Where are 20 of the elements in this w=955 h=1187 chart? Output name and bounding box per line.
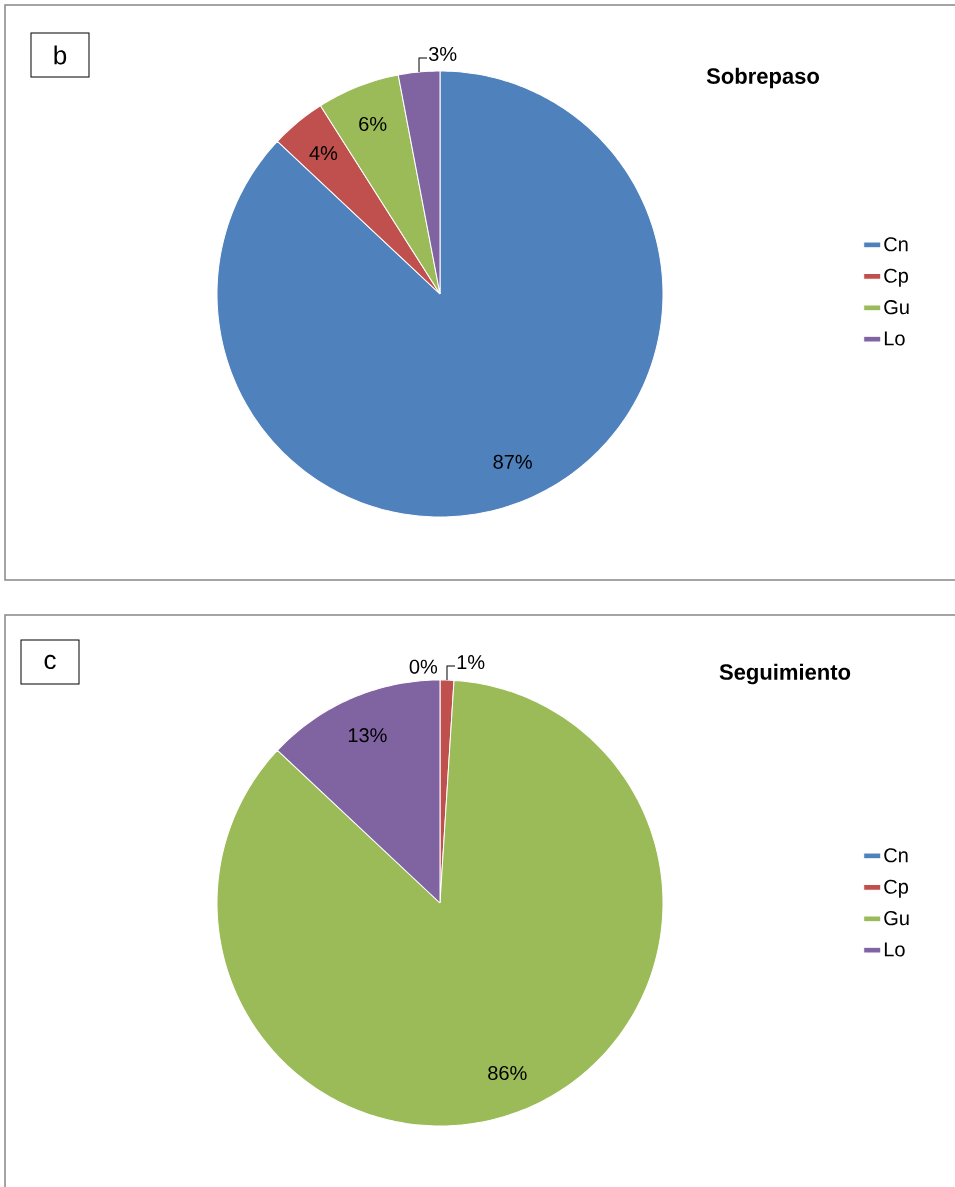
legend-label: Lo [884, 942, 905, 957]
legend-label: Cp [884, 879, 908, 898]
chart-title: Seguimiento [719, 663, 851, 685]
data-label: 4% [309, 146, 338, 161]
data-label: 1% [457, 655, 485, 670]
legend-label: Gu [884, 911, 909, 926]
data-label: 13% [348, 728, 387, 743]
data-label: 86% [488, 1065, 527, 1081]
data-label: 3% [428, 46, 457, 62]
data-label: 6% [359, 116, 387, 132]
text: 0% [409, 659, 438, 674]
legend-label: Cn [884, 237, 908, 252]
text: Sobrepaso [706, 67, 819, 89]
legend-label: Gu [884, 300, 909, 315]
legend-label: Cp [884, 268, 908, 287]
data-label: 87% [493, 454, 532, 469]
legend-label: Lo [884, 331, 905, 346]
text: b [54, 45, 67, 65]
legend-label: Cn [884, 848, 908, 863]
text: c [44, 654, 56, 670]
